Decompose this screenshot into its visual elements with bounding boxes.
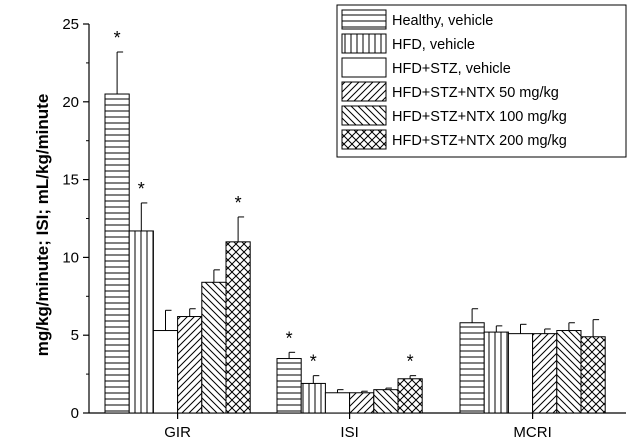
legend-label-1: HFD, vehicle — [392, 37, 475, 53]
x-tick-label-gir: GIR — [164, 424, 191, 441]
legend-swatch-3 — [341, 81, 387, 102]
legend-swatch-1 — [341, 33, 387, 54]
bar-gir-s0 — [104, 93, 130, 414]
significance-marker-isi-s0: * — [286, 328, 293, 348]
bar-mcri-s4 — [556, 330, 582, 414]
legend: Healthy, vehicle HFD, vehicle HFD+STZ, veh… — [336, 4, 627, 158]
bar-isi-s5 — [397, 378, 423, 414]
significance-marker-gir-s5: * — [235, 193, 242, 213]
bar-isi-s2 — [324, 392, 351, 414]
legend-label-4: HFD+STZ+NTX 100 mg/kg — [392, 109, 567, 125]
y-tick-label-4: 20 — [62, 94, 79, 111]
bars-layer — [104, 51, 606, 414]
legend-swatch-0 — [341, 9, 387, 30]
bar-gir-s3 — [177, 316, 203, 414]
legend-swatch-5 — [341, 129, 387, 150]
bar-mcri-s5 — [580, 336, 606, 414]
significance-marker-gir-s0: * — [114, 28, 121, 48]
significance-marker-gir-s1: * — [138, 179, 145, 199]
y-tick-label-0: 0 — [71, 405, 79, 422]
bar-mcri-s1 — [483, 331, 509, 414]
bar-isi-s0 — [276, 358, 302, 414]
legend-label-3: HFD+STZ+NTX 50 mg/kg — [392, 85, 559, 101]
y-tick-label-1: 5 — [71, 327, 79, 344]
bar-gir-s5 — [225, 241, 251, 414]
bar-gir-s2 — [152, 330, 179, 414]
legend-swatch-2 — [341, 57, 387, 78]
legend-swatch-4 — [341, 105, 387, 126]
bar-isi-s1 — [300, 382, 326, 414]
significance-marker-isi-s5: * — [407, 352, 414, 372]
significance-marker-isi-s1: * — [310, 352, 317, 372]
bar-mcri-s0 — [459, 322, 485, 414]
y-axis-label: mg/kg/minute; ISI; mL/kg/minute — [33, 94, 52, 357]
x-tick-label-mcri: MCRI — [513, 424, 551, 441]
y-tick-label-3: 15 — [62, 172, 79, 189]
legend-label-0: Healthy, vehicle — [392, 13, 493, 29]
y-tick-label-2: 10 — [62, 249, 79, 266]
labels-layer: 0 5 10 15 20 25 GIR * * * ISI * * * MCRI — [62, 16, 551, 441]
bar-gir-s4 — [201, 281, 227, 414]
bar-mcri-s3 — [532, 333, 558, 414]
legend-label-2: HFD+STZ, vehicle — [392, 61, 511, 77]
bar-isi-s3 — [349, 392, 375, 414]
y-tick-label-5: 25 — [62, 16, 79, 33]
bar-isi-s4 — [373, 389, 399, 414]
bar-mcri-s2 — [507, 333, 534, 414]
bar-gir-s1 — [128, 230, 154, 414]
x-tick-label-isi: ISI — [340, 424, 358, 441]
legend-label-5: HFD+STZ+NTX 200 mg/kg — [392, 133, 567, 149]
